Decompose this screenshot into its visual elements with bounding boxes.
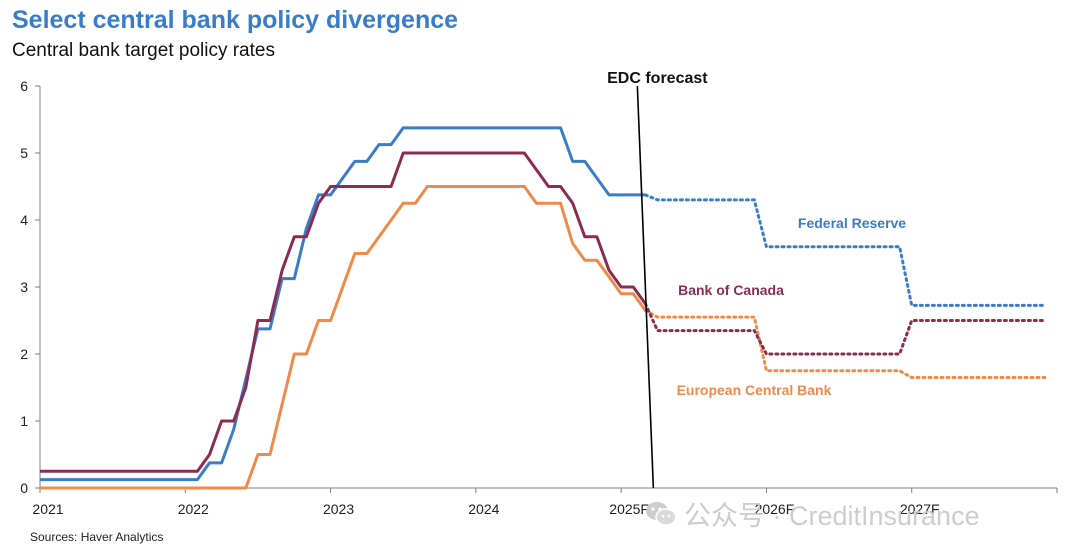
x-tick-label: 2027F xyxy=(900,501,940,517)
y-tick-label: 2 xyxy=(20,346,28,362)
y-tick-label: 4 xyxy=(20,212,28,228)
forecast-label: EDC forecast xyxy=(607,70,708,87)
bank-of-canada-label: Bank of Canada xyxy=(678,282,784,298)
x-tick-label: 2022 xyxy=(178,501,209,517)
chart-subtitle: Central bank target policy rates xyxy=(12,40,275,61)
federal-reserve-forecast-line xyxy=(643,193,1047,307)
european-central-bank-actual-line xyxy=(40,185,647,490)
forecast-divider-line xyxy=(636,85,655,489)
x-tick-label: 2021 xyxy=(32,501,63,517)
federal-reserve-label: Federal Reserve xyxy=(798,215,906,231)
y-tick-label: 5 xyxy=(20,145,28,161)
y-tick-label: 6 xyxy=(20,78,28,94)
series-layer xyxy=(40,126,1047,490)
x-tick-label: 2023 xyxy=(323,501,354,517)
bank-of-canada-actual-line xyxy=(40,151,647,473)
federal-reserve-actual-line xyxy=(40,126,646,482)
x-tick-label: 2024 xyxy=(468,501,499,517)
source-note: Sources: Haver Analytics xyxy=(30,530,164,544)
y-tick-label: 3 xyxy=(20,279,28,295)
bank-of-canada-forecast-line xyxy=(643,302,1047,356)
x-tick-label: 2025F xyxy=(609,501,649,517)
chart-title: Select central bank policy divergence xyxy=(12,6,459,34)
wechat-icon xyxy=(646,501,677,526)
y-tick-label: 0 xyxy=(20,480,28,496)
x-tick-label: 2026F xyxy=(755,501,795,517)
watermark: 公众号 · CreditInsurance xyxy=(644,494,980,533)
european-central-bank-label: European Central Bank xyxy=(677,382,832,398)
european-central-bank-forecast-line xyxy=(643,309,1047,379)
annotation-layer: EDC forecast Federal Reserve Bank of Canad… xyxy=(607,70,906,489)
y-tick-label: 1 xyxy=(20,413,28,429)
watermark-text: 公众号 · CreditInsurance xyxy=(684,501,980,531)
axes: 0 1 2 3 4 5 6 2021 2022 2023 2024 2025F 2026F 2027F xyxy=(20,78,1058,517)
